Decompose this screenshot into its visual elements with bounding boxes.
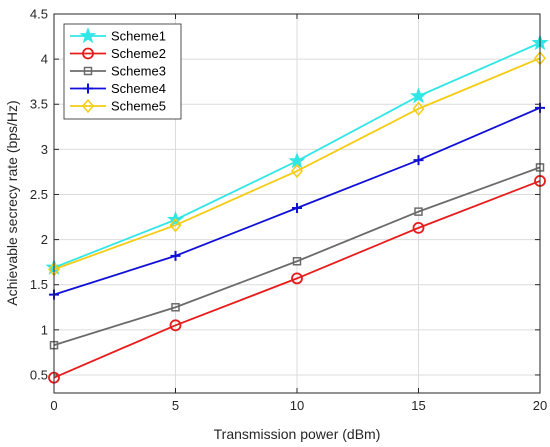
y-tick-label: 0.5 [30,367,48,382]
data-point [291,272,303,285]
data-point [412,221,425,234]
y-tick-label: 4.5 [30,7,48,22]
y-tick-label: 2 [41,232,48,247]
y-axis-label: Achievable secrecy rate (bps/Hz) [4,100,20,305]
legend-marker [82,47,94,60]
legend-marker [83,66,93,76]
y-tick-label: 1 [41,322,48,337]
x-tick-label: 5 [172,398,179,413]
y-tick-labels: 0.5 1 1.5 2 2.5 3 3.5 4 4.5 [30,7,48,383]
legend-item: Scheme1 [70,27,166,44]
y-tick-label: 2.5 [30,187,48,202]
legend-label: Scheme4 [111,81,166,96]
data-point [171,303,180,312]
data-point [413,155,424,166]
x-tick-labels: 0 5 10 15 20 [50,398,547,413]
legend-marker [82,98,94,114]
x-tick-label: 20 [533,398,547,413]
legend-marker [83,83,93,94]
legend-item: Scheme3 [70,64,166,79]
legend-label: Scheme1 [111,29,166,44]
legend-marker [79,27,97,44]
data-point [292,257,302,266]
legend: Scheme1 Scheme2 Scheme3 Scheme4 Scheme5 [63,23,182,120]
series-line [53,166,541,347]
x-tick-label: 0 [50,398,57,413]
legend-item: Scheme2 [70,46,166,61]
data-point [169,319,182,332]
y-tick-label: 1.5 [30,277,48,292]
plot-frame [53,13,541,394]
legend-label: Scheme5 [111,99,166,114]
data-point [292,203,302,214]
legend-label: Scheme3 [111,64,166,79]
legend-item: Scheme4 [70,81,166,96]
y-tick-label: 3 [41,142,48,157]
series-line [53,180,541,379]
legend-item: Scheme5 [70,99,166,114]
series-scheme5 [48,51,546,277]
data-point [169,217,182,233]
legend-label: Scheme2 [111,46,166,61]
series-line [53,57,541,271]
data-point [412,101,425,116]
data-point [170,250,181,261]
data-point [409,87,428,104]
data-point [414,207,423,216]
data-point [291,163,303,179]
x-tick-label: 10 [290,398,304,413]
y-tick-label: 3.5 [30,97,48,112]
series-layer [45,33,549,384]
y-tick-label: 4 [41,52,48,67]
x-axis-label: Transmission power (dBm) [214,426,381,442]
x-tick-label: 15 [411,398,425,413]
